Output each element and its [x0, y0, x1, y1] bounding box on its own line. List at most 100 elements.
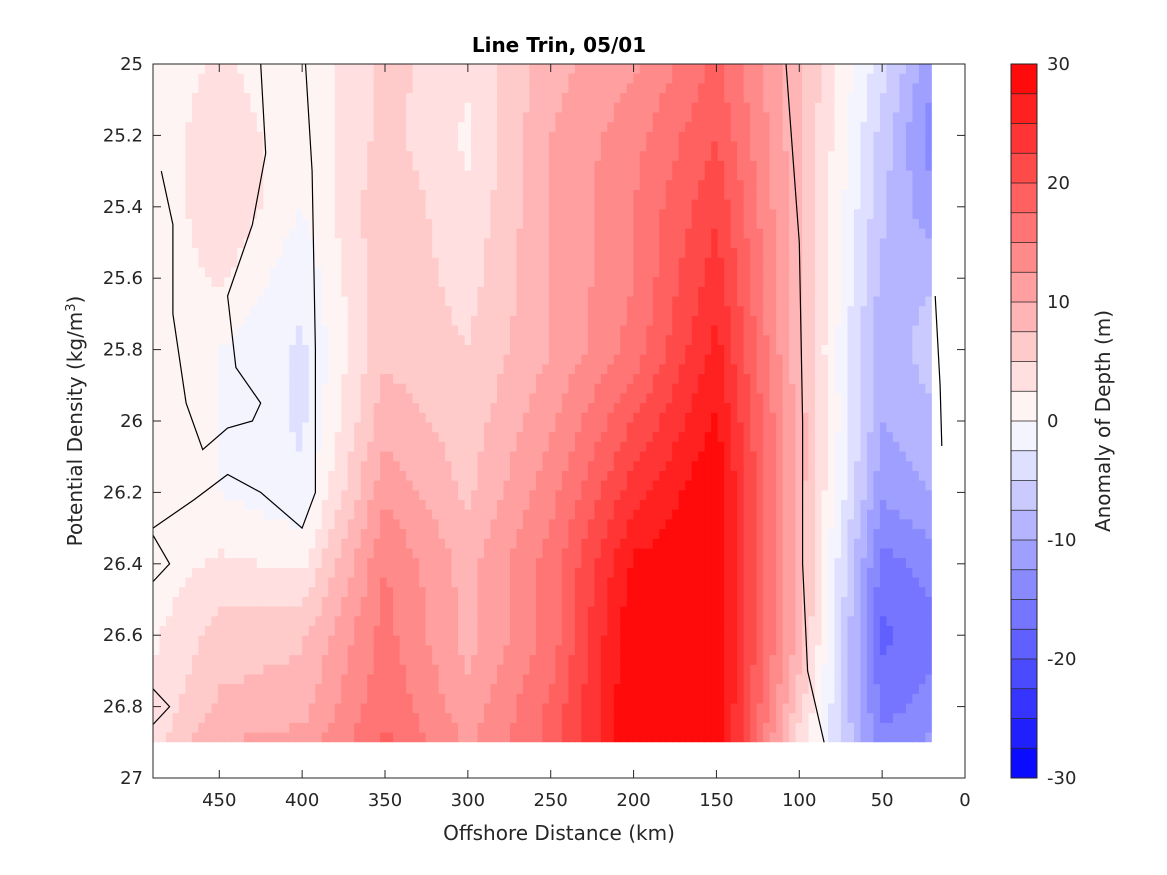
contour-cell — [276, 73, 284, 84]
contour-cell — [256, 325, 264, 336]
contour-cell — [178, 277, 187, 288]
contour-cell — [711, 403, 719, 414]
contour-cell — [873, 199, 881, 210]
contour-cell — [548, 267, 557, 278]
contour-cell — [367, 209, 375, 220]
contour-cell — [724, 277, 732, 288]
contour-cell — [555, 199, 563, 210]
contour-cell — [497, 306, 505, 317]
contour-cell — [925, 228, 932, 240]
contour-cell — [620, 199, 628, 210]
contour-cell — [153, 306, 161, 317]
contour-cell — [613, 180, 621, 191]
contour-cell — [568, 325, 576, 336]
contour-cell — [198, 83, 206, 94]
contour-cell — [847, 335, 855, 346]
contour-cell — [594, 354, 602, 365]
contour-cell — [360, 112, 368, 123]
contour-cell — [548, 383, 557, 395]
contour-cell — [698, 451, 706, 462]
contour-cell — [607, 441, 615, 453]
contour-cell — [172, 296, 180, 307]
contour-cell — [477, 180, 485, 191]
contour-cell — [159, 315, 167, 327]
contour-cell — [691, 277, 699, 288]
contour-cell — [315, 73, 323, 84]
contour-cell — [412, 131, 420, 143]
contour-cell — [302, 160, 310, 172]
contour-cell — [302, 170, 310, 181]
contour-cell — [698, 257, 706, 269]
contour-cell — [503, 151, 511, 162]
contour-cell — [789, 277, 797, 288]
contour-cell — [315, 315, 323, 327]
contour-cell — [555, 345, 563, 356]
contour-cell — [782, 325, 790, 336]
contour-cell — [373, 248, 381, 259]
contour-cell — [529, 315, 537, 327]
contour-cell — [172, 228, 180, 240]
contour-cell — [529, 83, 537, 94]
contour-cell — [393, 141, 401, 152]
contour-cell — [522, 354, 531, 365]
contour-cell — [821, 180, 829, 191]
contour-cell — [581, 461, 589, 472]
contour-cell — [406, 160, 414, 172]
contour-cell — [672, 364, 680, 375]
contour-cell — [464, 160, 472, 172]
contour-cell — [782, 228, 790, 240]
contour-cell — [269, 315, 277, 327]
contour-cell — [912, 112, 920, 123]
contour-cell — [542, 141, 550, 152]
contour-cell — [471, 277, 479, 288]
contour-cell — [542, 180, 550, 191]
contour-cell — [230, 248, 238, 259]
contour-cell — [620, 403, 628, 414]
contour-cell — [587, 383, 595, 395]
contour-cell — [659, 335, 667, 346]
contour-cell — [204, 286, 213, 298]
contour-cell — [821, 189, 829, 201]
contour-cell — [873, 64, 881, 75]
contour-cell — [204, 296, 213, 307]
contour-cell — [412, 432, 420, 443]
contour-cell — [484, 374, 492, 385]
contour-cell — [328, 122, 336, 133]
contour-cell — [600, 189, 608, 201]
contour-cell — [153, 189, 161, 201]
contour-cell — [406, 131, 414, 143]
contour-cell — [626, 461, 634, 472]
contour-cell — [750, 393, 758, 404]
contour-cell — [873, 170, 881, 181]
contour-cell — [458, 248, 466, 259]
contour-cell — [678, 199, 686, 210]
contour-cell — [490, 422, 498, 433]
contour-cell — [840, 364, 849, 375]
contour-cell — [211, 160, 219, 172]
contour-cell — [711, 219, 719, 230]
contour-cell — [373, 335, 381, 346]
contour-cell — [652, 345, 660, 356]
contour-cell — [328, 219, 336, 230]
contour-cell — [600, 83, 608, 94]
contour-cell — [295, 383, 303, 395]
contour-cell — [354, 325, 362, 336]
contour-cell — [438, 151, 446, 162]
contour-cell — [276, 131, 284, 143]
contour-cell — [847, 306, 855, 317]
contour-cell — [626, 296, 634, 307]
contour-cell — [659, 364, 667, 375]
contour-cell — [685, 286, 693, 298]
contour-cell — [276, 412, 284, 424]
contour-cell — [334, 403, 342, 414]
contour-cell — [477, 364, 485, 375]
contour-cell — [178, 451, 187, 462]
contour-cell — [743, 102, 751, 114]
contour-cell — [840, 248, 849, 259]
contour-cell — [743, 141, 751, 152]
contour-cell — [834, 248, 842, 259]
contour-cell — [276, 461, 284, 472]
contour-cell — [360, 325, 368, 336]
contour-cell — [711, 354, 719, 365]
contour-cell — [198, 422, 206, 433]
